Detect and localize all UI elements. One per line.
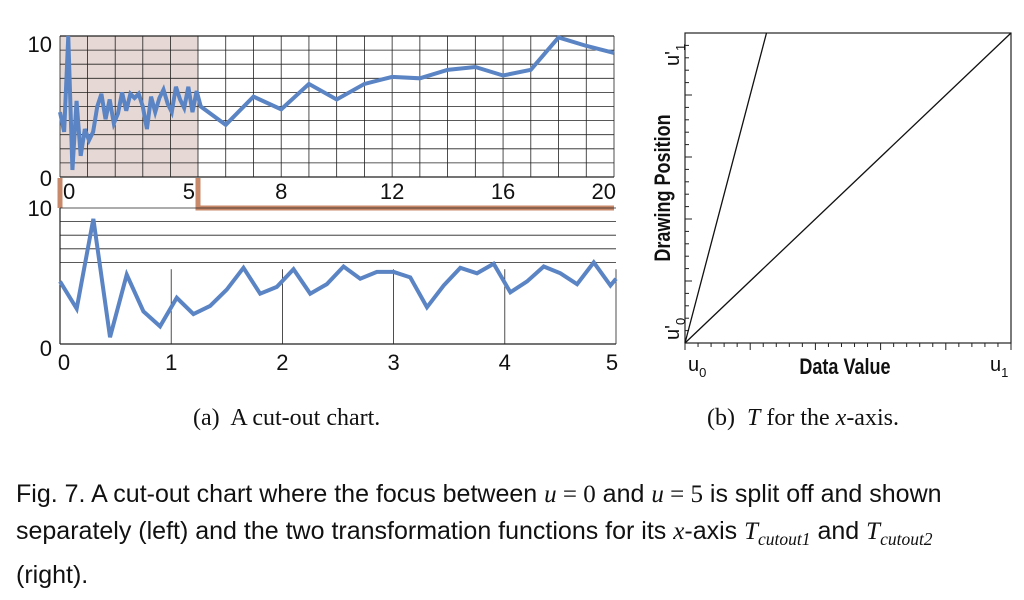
context-series (58, 35, 615, 171)
context-xtick-label: 8 (275, 179, 287, 204)
focus-xtick-label: 0 (58, 350, 70, 375)
focus-ytick-label: 10 (28, 196, 52, 221)
caption-part2: is split off and shown separately (left)… (16, 480, 942, 545)
focus-xtick-label: 3 (387, 350, 399, 375)
focus-series (58, 218, 618, 338)
caption-part1: A cut-out chart where the focus between (91, 480, 538, 508)
caption-eq1-var: u (544, 481, 557, 508)
context-grid (59, 35, 615, 178)
context-xtick-label: 20 (592, 179, 616, 204)
transform-ylabel: Drawing Position (651, 114, 675, 261)
subcaption-a-text: A cut-out chart. (230, 405, 381, 431)
transform-line-1 (684, 32, 768, 344)
context-ytick-label: 0 (40, 166, 52, 191)
caption-eq2-rest: = 5 (663, 481, 703, 508)
context-xtick-label: 12 (380, 179, 404, 204)
subcaption-b-math2: x (835, 405, 847, 431)
context-ytick-label: 10 (28, 32, 52, 57)
context-chart: 10 00 5 8 12 16 20 (28, 32, 616, 204)
subcaption-a-label: (a) (193, 405, 220, 431)
focus-xtick-label: 4 (499, 350, 511, 375)
caption-t1-base: T (744, 518, 759, 545)
transform-xlabel: Data Value (799, 355, 890, 379)
caption-part3: -axis (684, 517, 738, 545)
focus-tick-labels: 10 00 1 2 3 4 5 (28, 196, 619, 375)
subcaption-b-text2: -axis. (846, 405, 899, 431)
context-xtick-label: 16 (491, 179, 515, 204)
caption-x-var: x (673, 518, 685, 545)
context-tick-labels: 10 00 5 8 12 16 20 (28, 32, 616, 204)
subcaption-b-math: T (746, 405, 761, 431)
subcaption-b-label: (b) (707, 405, 735, 431)
transform-x-end-label: u1 (990, 354, 1008, 380)
subcaption-b: (b) T for the x-axis. (707, 405, 899, 432)
focus-grid (59, 207, 617, 345)
caption-suffix: (right). (16, 561, 89, 589)
figure-caption: Fig. 7. A cut-out chart where the focus … (16, 476, 1010, 593)
focus-series-line (58, 218, 618, 338)
subcaption-b-text1: for the (766, 405, 830, 431)
transform-y-end-label: u'1 (662, 44, 688, 66)
subcaption-a: (a) A cut-out chart. (193, 405, 380, 432)
caption-t2-base: T (866, 518, 881, 545)
transform-y-start-label: u'0 (662, 318, 688, 340)
cut-out-bracket (57, 178, 614, 211)
transform-tick-marks (684, 32, 1012, 350)
context-xtick-label: 5 (183, 179, 195, 204)
focus-xtick-label: 5 (606, 350, 618, 375)
caption-and: and (602, 480, 645, 508)
caption-eq2-var: u (651, 481, 664, 508)
transform-lines (684, 32, 1012, 344)
transform-line-2 (684, 32, 1012, 344)
context-series-line (58, 35, 615, 171)
focus-xtick-label: 1 (165, 350, 177, 375)
transform-frame (684, 32, 1012, 344)
caption-t2-sub: cutout2 (880, 529, 933, 549)
focus-xtick-label: 2 (276, 350, 288, 375)
focus-chart: 10 00 1 2 3 4 5 (28, 196, 619, 375)
caption-prefix: Fig. 7. (16, 480, 86, 508)
transform-x-start-label: u0 (688, 354, 706, 380)
transformation-chart: Data Value Drawing Position u0 u1 u'0 u'… (651, 32, 1012, 380)
caption-t1-sub: cutout1 (758, 529, 811, 549)
caption-between: and (817, 517, 860, 545)
focus-ytick-label: 0 (40, 336, 52, 361)
caption-eq1-rest: = 0 (556, 481, 596, 508)
context-xtick-label: 0 (63, 179, 75, 204)
